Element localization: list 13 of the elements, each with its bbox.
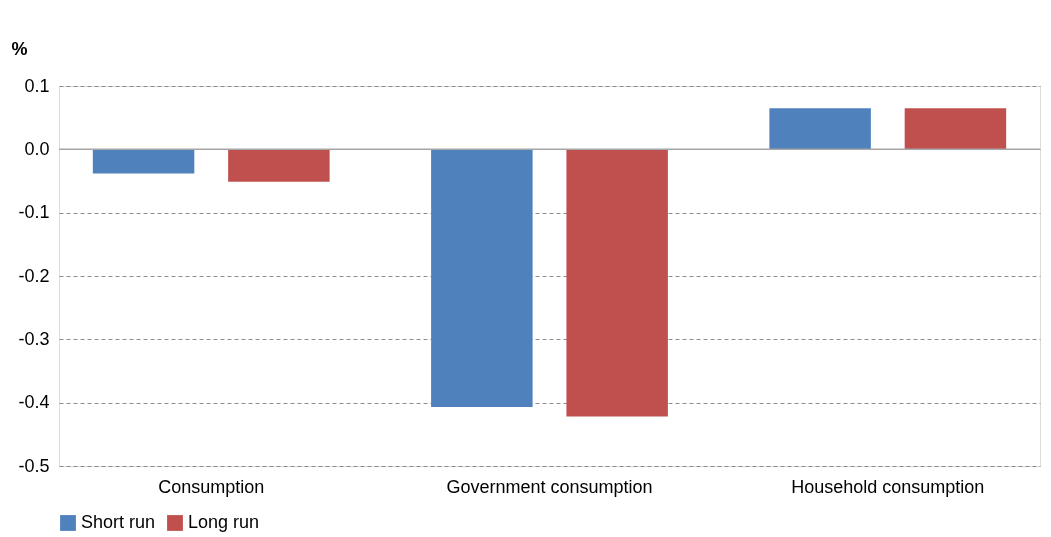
x-tick-label: Government consumption — [446, 476, 653, 497]
y-tick-label: 0.1 — [24, 75, 50, 96]
y-tick-label: 0.0 — [24, 138, 50, 159]
y-tick-label: -0.4 — [18, 392, 50, 413]
y-tick-label: -0.1 — [18, 202, 50, 223]
x-tick-label: Consumption — [158, 476, 265, 497]
x-tick-label: Household consumption — [791, 476, 985, 497]
y-tick-label: -0.5 — [18, 455, 50, 476]
y-axis-title: % — [11, 38, 28, 59]
y-tick-label: -0.2 — [18, 265, 50, 286]
legend-label: Short run — [81, 512, 156, 532]
legend-label: Long run — [188, 512, 260, 532]
y-tick-label: -0.3 — [18, 328, 50, 349]
